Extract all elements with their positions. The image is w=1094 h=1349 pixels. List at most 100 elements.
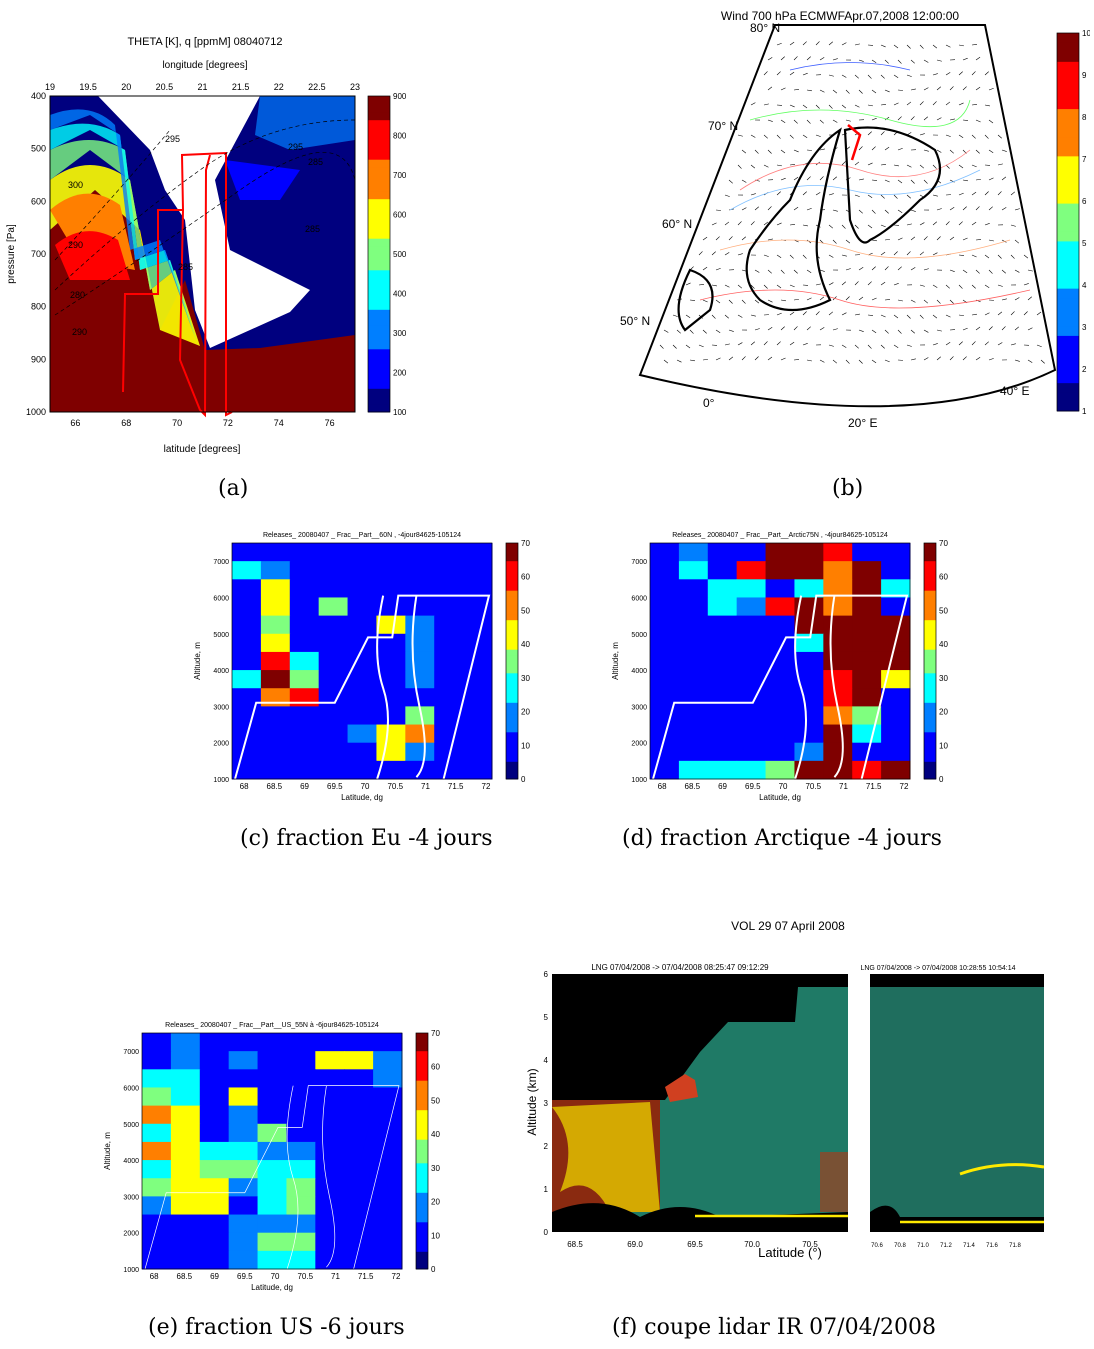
wind-arrow (750, 102, 756, 106)
wind-arrow (815, 192, 821, 196)
chart-c-cell (347, 561, 377, 580)
chart-c-cell (347, 724, 377, 744)
wind-arrow (919, 284, 925, 287)
wind-arrow (884, 179, 890, 183)
chart-c-cell (260, 688, 291, 707)
chart-e-colorbar-cell (416, 1168, 428, 1176)
chart-d-cell (650, 651, 680, 671)
wind-arrow (854, 313, 860, 316)
chart-e-cell (142, 1033, 172, 1052)
chart-e-colorbar-cell (416, 1086, 428, 1093)
chart-e-cell (257, 1250, 287, 1270)
wind-arrow (884, 116, 890, 121)
caption-d: (d) fraction Arctique -4 jours (622, 826, 942, 851)
chart-f-x-ticks-right: 70.6 70.8 71.0 71.2 71.4 71.6 71.8 (871, 1243, 1021, 1249)
wind-arrow (763, 284, 768, 289)
wind-arrow (832, 176, 838, 181)
wind-arrow (663, 329, 669, 333)
wind-arrow (945, 134, 951, 137)
chart-e-cell (286, 1141, 316, 1161)
wind-arrow (828, 224, 834, 229)
wind-arrow (1023, 254, 1029, 259)
chart-e-colorbar-cell (416, 1068, 428, 1075)
wind-arrow (945, 342, 951, 346)
caption-c: (c) fraction Eu -4 jours (240, 826, 493, 851)
chart-d-cell (736, 742, 767, 762)
chart-b-colorbar-cell (1057, 222, 1079, 232)
chart-d-cell (650, 615, 680, 635)
chart-d-x-tick: 69.5 (745, 782, 761, 791)
chart-d-cell (707, 651, 738, 671)
chart-e-colorbar-cell (416, 1115, 428, 1122)
chart-a-colorbar-cell (368, 364, 390, 373)
wind-arrow (841, 42, 847, 46)
chart-d-x-tick: 71.5 (866, 782, 882, 791)
chart-e-colorbar-cell (416, 1033, 428, 1040)
wind-arrow (724, 194, 730, 197)
chart-c-cell (434, 561, 464, 580)
chart-c-cell (289, 670, 320, 689)
chart-c-cell (376, 633, 406, 653)
wind-arrow (789, 311, 795, 316)
chart-a-y-tick: 900 (31, 354, 46, 364)
wind-arrow (780, 299, 786, 302)
chart-d-cell (707, 579, 738, 598)
wind-arrow (897, 116, 902, 121)
chart-e-cell (344, 1087, 374, 1107)
wind-arrow (897, 329, 902, 334)
wind-arrow (871, 329, 877, 334)
chart-e-ylabel: Altitude, m (103, 1132, 112, 1170)
chart-e-cell (257, 1105, 287, 1125)
chart-e-colorbar-cell (416, 1221, 428, 1229)
wind-arrow (737, 221, 742, 226)
wind-arrow (975, 56, 981, 61)
chart-a-colorbar-cell (368, 182, 390, 192)
chart-c-cell (289, 543, 320, 562)
lon-label-0: 0° (703, 396, 715, 410)
wind-arrow (819, 176, 824, 181)
chart-b-colorbar-cell (1057, 344, 1079, 355)
wind-arrow (932, 252, 938, 256)
wind-arrow (793, 206, 799, 211)
chart-c-cell (289, 615, 320, 635)
chart-e-cell (315, 1051, 345, 1070)
wind-arrow (1001, 239, 1007, 243)
chart-c-cell (405, 579, 435, 598)
wind-arrow (685, 282, 691, 286)
wind-arrow (962, 119, 969, 121)
chart-e-cell (344, 1141, 374, 1161)
chart-a-x-tick: 68 (121, 418, 131, 428)
chart-d-cell (765, 597, 795, 617)
chart-d-cell (794, 760, 824, 780)
chart-c-cell (318, 760, 349, 780)
chart-c-colorbar-cell (506, 767, 518, 774)
chart-e-cell (142, 1178, 172, 1197)
chart-e-colorbar-cell (416, 1121, 428, 1128)
chart-d-colorbar-tick: 60 (939, 573, 948, 582)
chart-d-cell (678, 760, 709, 780)
wind-arrow (997, 191, 1002, 196)
wind-arrow (858, 267, 864, 271)
wind-arrow (780, 326, 785, 331)
chart-e-cell (286, 1214, 316, 1234)
wind-arrow (871, 239, 877, 242)
wind-arrow (984, 134, 989, 139)
chart-d-cell (765, 742, 795, 762)
chart-c-cell (376, 670, 406, 689)
chart-c-cell (434, 615, 464, 635)
wind-arrow (806, 326, 811, 331)
chart-c-colorbar-cell (506, 737, 518, 745)
chart-e-cell (199, 1141, 230, 1161)
chart-e-x-tick: 69 (210, 1272, 219, 1281)
chart-b-colorbar-cell (1057, 118, 1079, 128)
wind-arrow (1010, 191, 1016, 196)
chart-e-colorbar-cell (416, 1097, 428, 1105)
wind-arrow (971, 313, 977, 316)
chart-b-colorbar-cell (1057, 297, 1079, 308)
chart-d-cell (678, 543, 709, 562)
wind-arrow (819, 296, 825, 301)
chart-a-colorbar-tick: 800 (393, 132, 407, 141)
chart-e-xlabel: Latitude, dg (251, 1283, 293, 1292)
wind-arrow (997, 254, 1002, 259)
wind-arrow (793, 56, 798, 61)
